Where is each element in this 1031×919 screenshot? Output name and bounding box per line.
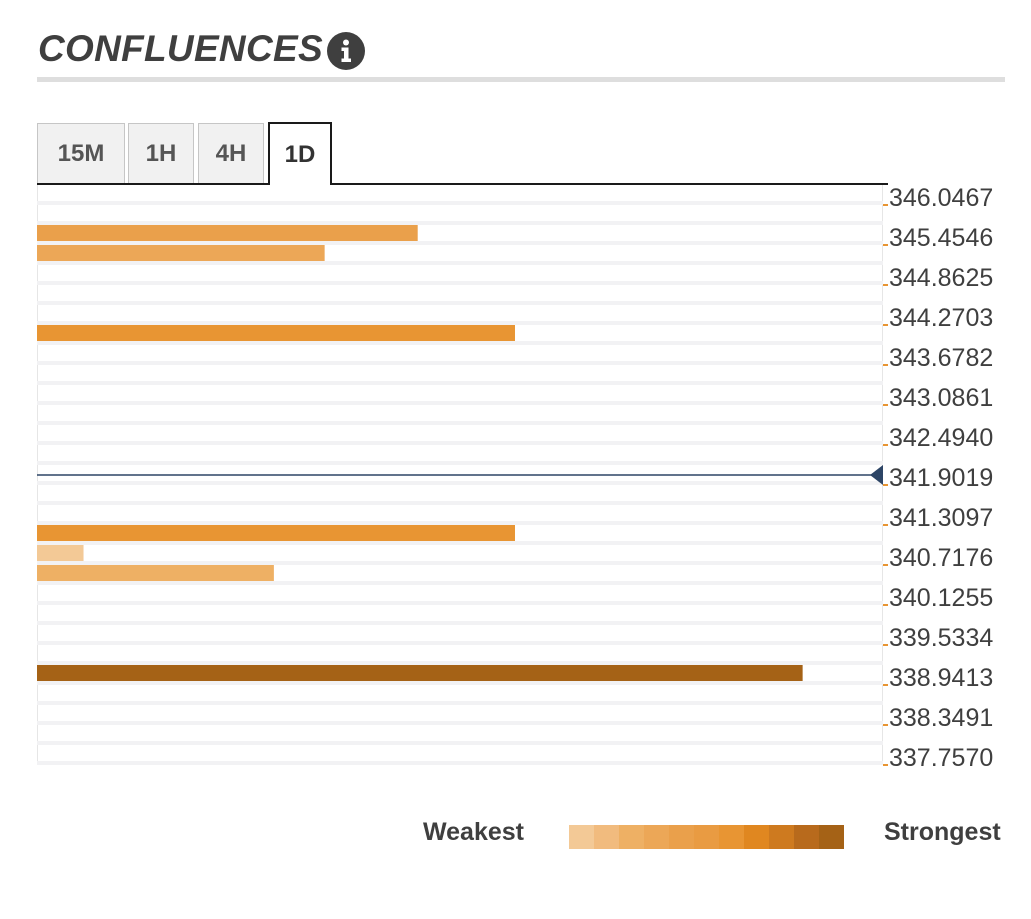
strength-swatch xyxy=(644,825,669,849)
row-separator xyxy=(37,281,883,285)
row-separator xyxy=(37,321,883,325)
row-separator xyxy=(37,701,883,705)
confluence-bar xyxy=(37,525,515,545)
row-separator xyxy=(37,501,883,505)
price-label: 341.3097 xyxy=(889,504,993,532)
tab-1d[interactable]: 1D xyxy=(268,122,332,185)
price-label: 338.3491 xyxy=(889,704,993,732)
price-label: 342.4940 xyxy=(889,424,993,452)
tab-4h[interactable]: 4H xyxy=(198,123,264,184)
row-separator xyxy=(37,621,883,625)
row-separator xyxy=(37,641,883,645)
tab-15m[interactable]: 15M xyxy=(37,123,125,184)
confluence-bar xyxy=(37,325,515,345)
current-price-marker xyxy=(870,465,883,485)
row-separator xyxy=(37,541,883,545)
strength-swatch xyxy=(619,825,644,849)
price-label: 344.2703 xyxy=(889,304,993,332)
price-label: 338.9413 xyxy=(889,664,993,692)
row-separator xyxy=(37,301,883,305)
price-label: 340.7176 xyxy=(889,544,993,572)
price-label: 340.1255 xyxy=(889,584,993,612)
row-separator xyxy=(37,201,883,205)
strength-swatch xyxy=(569,825,594,849)
strength-swatch xyxy=(669,825,694,849)
strength-swatch xyxy=(594,825,619,849)
price-label: 344.8625 xyxy=(889,264,993,292)
row-separator xyxy=(37,381,883,385)
row-separator xyxy=(37,421,883,425)
price-label: 341.9019 xyxy=(889,464,993,492)
row-separator xyxy=(37,721,883,725)
row-separator xyxy=(37,481,883,485)
title-divider xyxy=(37,77,1005,82)
row-separator xyxy=(37,461,883,465)
confluence-chart: 346.0467 345.4546 344.8625 344.2703 343.6782… xyxy=(37,184,993,772)
row-separator xyxy=(37,521,883,525)
price-label: 345.4546 xyxy=(889,224,993,252)
row-separator xyxy=(37,681,883,685)
strength-swatch xyxy=(819,825,844,849)
tab-1h[interactable]: 1H xyxy=(128,123,194,184)
legend-strongest-label: Strongest xyxy=(884,818,1001,846)
row-separator xyxy=(37,361,883,365)
strength-swatch xyxy=(744,825,769,849)
tabs-baseline xyxy=(37,183,888,185)
strength-swatch xyxy=(794,825,819,849)
page-title: CONFLUENCES xyxy=(38,28,323,69)
row-separator xyxy=(37,761,883,765)
strength-swatch xyxy=(694,825,719,849)
row-separator xyxy=(37,601,883,605)
confluence-bar xyxy=(37,565,274,585)
strength-scale xyxy=(569,825,844,849)
row-separator xyxy=(37,441,883,445)
price-label: 339.5334 xyxy=(889,624,993,652)
row-separator xyxy=(37,401,883,405)
row-separator xyxy=(37,261,883,265)
price-label: 346.0467 xyxy=(889,184,993,212)
confluence-bar xyxy=(37,225,418,245)
strength-swatch xyxy=(769,825,794,849)
price-label: 343.6782 xyxy=(889,344,993,372)
confluence-bar xyxy=(37,245,325,265)
price-label: 343.0861 xyxy=(889,384,993,412)
row-separator xyxy=(37,341,883,345)
info-icon[interactable] xyxy=(326,31,366,71)
row-separator xyxy=(37,741,883,745)
row-separator xyxy=(37,561,883,565)
price-label: 337.7570 xyxy=(889,744,993,772)
row-separator xyxy=(37,241,883,245)
confluence-bar xyxy=(37,665,803,685)
confluence-bar xyxy=(37,545,84,565)
row-separator xyxy=(37,581,883,585)
row-separator xyxy=(37,221,883,225)
row-separator xyxy=(37,661,883,665)
strength-swatch xyxy=(719,825,744,849)
legend-weakest-label: Weakest xyxy=(423,818,524,846)
